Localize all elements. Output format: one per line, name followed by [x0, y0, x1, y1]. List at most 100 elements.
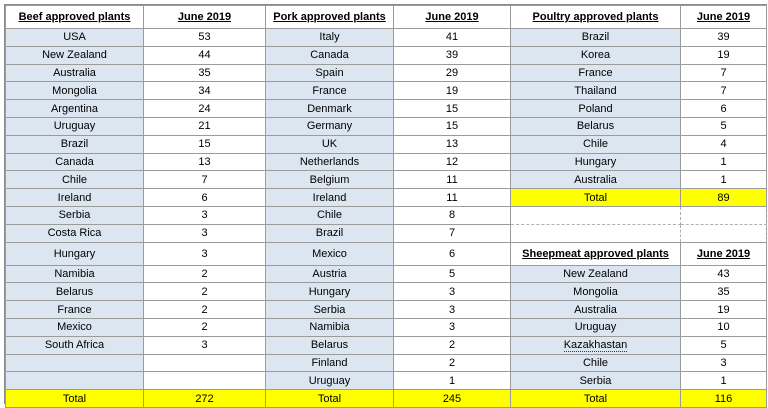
- beef-country-cell: Ireland: [5, 188, 144, 207]
- beef-count-cell: 53: [143, 28, 266, 47]
- beef-count-cell: 3: [143, 205, 266, 225]
- poultry-country-cell: Hungary: [510, 152, 681, 172]
- table-row: South Africa 3 Belarus 2 Kazakhastan 5: [5, 335, 767, 355]
- sheepmeat-country-cell: New Zealand: [510, 264, 681, 284]
- pork-count-cell: 2: [393, 353, 511, 373]
- poultry-count-cell: 1: [680, 152, 767, 172]
- empty-cell: [680, 223, 767, 243]
- pork-count-cell: 2: [393, 335, 511, 355]
- table-row: Hungary 3 Mexico 6 Sheepmeat approved plants…: [5, 241, 767, 266]
- pork-count-cell: 13: [393, 134, 511, 154]
- poultry-country-cell: Thailand: [510, 81, 681, 101]
- pork-count-cell: 3: [393, 282, 511, 302]
- pork-count-cell: 3: [393, 300, 511, 319]
- poultry-country-cell: Belarus: [510, 116, 681, 136]
- empty-cell: [680, 205, 767, 225]
- beef-count-cell: [143, 353, 266, 373]
- table-row: Namibia 2 Austria 5 New Zealand 43: [5, 264, 767, 284]
- beef-country-cell: France: [5, 300, 144, 319]
- table-row: Ireland 6 Ireland 11 Total 89: [5, 188, 767, 207]
- empty-cell: [510, 205, 681, 225]
- pork-country-cell: UK: [265, 134, 394, 154]
- beef-count-cell: 24: [143, 99, 266, 118]
- pork-count-cell: 7: [393, 223, 511, 243]
- pork-count-cell: 11: [393, 188, 511, 207]
- table-row: Mongolia 34 France 19 Thailand 7: [5, 81, 767, 101]
- pork-country-cell: Ireland: [265, 188, 394, 207]
- poultry-header: Poultry approved plants: [510, 5, 681, 29]
- beef-total-label: Total: [5, 389, 144, 408]
- beef-count-cell: 2: [143, 300, 266, 319]
- sheepmeat-country-cell: Australia: [510, 300, 681, 319]
- poultry-count-cell: 7: [680, 81, 767, 101]
- beef-country-cell: New Zealand: [5, 45, 144, 65]
- beef-count-cell: 35: [143, 63, 266, 83]
- beef-country-cell: South Africa: [5, 335, 144, 355]
- pork-count-cell: 41: [393, 28, 511, 47]
- poultry-country-cell: Poland: [510, 99, 681, 118]
- pork-country-cell: Belarus: [265, 335, 394, 355]
- pork-country-cell: Hungary: [265, 282, 394, 302]
- approved-plants-sheet: Beef approved plants June 2019 Pork appr…: [4, 4, 767, 408]
- table-row: Finland 2 Chile 3: [5, 353, 767, 373]
- table-row: Belarus 2 Hungary 3 Mongolia 35: [5, 282, 767, 302]
- pork-count-cell: 5: [393, 264, 511, 284]
- pork-count-cell: 8: [393, 205, 511, 225]
- pork-count-cell: 1: [393, 371, 511, 391]
- beef-country-cell: [5, 371, 144, 391]
- pork-count-cell: 19: [393, 81, 511, 101]
- beef-count-cell: [143, 371, 266, 391]
- poultry-country-cell: Chile: [510, 134, 681, 154]
- table-row: Australia 35 Spain 29 France 7: [5, 63, 767, 83]
- sheepmeat-total-value: 116: [680, 389, 767, 408]
- table-row: Uruguay 1 Serbia 1: [5, 371, 767, 391]
- pork-count-cell: 6: [393, 241, 511, 266]
- table-row: France 2 Serbia 3 Australia 19: [5, 300, 767, 319]
- sheepmeat-count-cell: 5: [680, 335, 767, 355]
- beef-country-cell: Australia: [5, 63, 144, 83]
- table-row: Canada 13 Netherlands 12 Hungary 1: [5, 152, 767, 172]
- poultry-country-cell: France: [510, 63, 681, 83]
- sheepmeat-total-label: Total: [510, 389, 681, 408]
- pork-country-cell: Germany: [265, 116, 394, 136]
- poultry-country-cell: Australia: [510, 170, 681, 190]
- poultry-country-cell: Brazil: [510, 28, 681, 47]
- beef-country-cell: [5, 353, 144, 373]
- poultry-count-cell: 5: [680, 116, 767, 136]
- pork-country-cell: France: [265, 81, 394, 101]
- beef-count-cell: 7: [143, 170, 266, 190]
- pork-count-cell: 12: [393, 152, 511, 172]
- beef-country-cell: Costa Rica: [5, 223, 144, 243]
- pork-country-cell: Belgium: [265, 170, 394, 190]
- beef-country-cell: Mexico: [5, 317, 144, 337]
- table-row: Costa Rica 3 Brazil 7: [5, 223, 767, 243]
- sheepmeat-country-cell: Serbia: [510, 371, 681, 391]
- sheepmeat-count-cell: 3: [680, 353, 767, 373]
- pork-country-cell: Italy: [265, 28, 394, 47]
- table-row: Mexico 2 Namibia 3 Uruguay 10: [5, 317, 767, 337]
- table-row: Argentina 24 Denmark 15 Poland 6: [5, 99, 767, 118]
- pork-country-cell: Chile: [265, 205, 394, 225]
- beef-count-cell: 2: [143, 264, 266, 284]
- approved-plants-table: Beef approved plants June 2019 Pork appr…: [5, 5, 767, 408]
- beef-count-cell: 15: [143, 134, 266, 154]
- beef-count-cell: 3: [143, 241, 266, 266]
- beef-country-cell: Chile: [5, 170, 144, 190]
- pork-count-cell: 39: [393, 45, 511, 65]
- spellcheck-underline: Kazakhastan: [563, 339, 628, 353]
- beef-header: Beef approved plants: [5, 5, 144, 29]
- table-row: USA 53 Italy 41 Brazil 39: [5, 28, 767, 47]
- pork-country-cell: Netherlands: [265, 152, 394, 172]
- pork-country-cell: Namibia: [265, 317, 394, 337]
- pork-country-cell: Canada: [265, 45, 394, 65]
- pork-header: Pork approved plants: [265, 5, 394, 29]
- empty-cell: [510, 223, 681, 243]
- pork-count-cell: 15: [393, 99, 511, 118]
- beef-date-header: June 2019: [143, 5, 266, 29]
- pork-country-cell: Mexico: [265, 241, 394, 266]
- pork-count-cell: 3: [393, 317, 511, 337]
- beef-country-cell: Canada: [5, 152, 144, 172]
- poultry-country-cell: Korea: [510, 45, 681, 65]
- pork-country-cell: Austria: [265, 264, 394, 284]
- sheepmeat-country-cell: Chile: [510, 353, 681, 373]
